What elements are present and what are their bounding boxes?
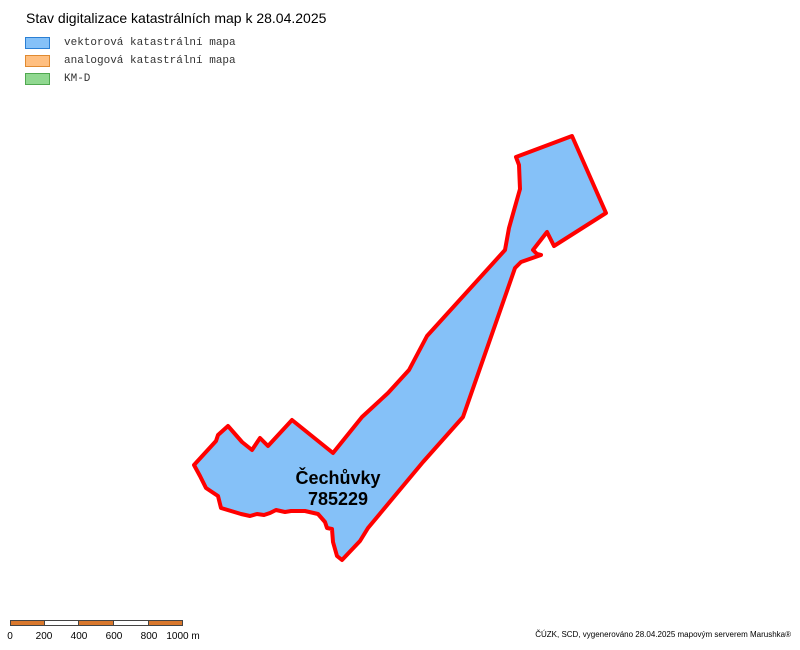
scale-label-200: 200 [35, 631, 53, 642]
scale-segment-4 [113, 620, 149, 626]
scale-segment-1 [10, 620, 45, 626]
map-title: Stav digitalizace katastrálních map k 28… [26, 10, 327, 26]
scale-label-1000: 1000 m [166, 631, 200, 642]
scale-segment-3 [78, 620, 114, 626]
legend-swatch-kmd [25, 73, 50, 85]
parcel-name-label: Čechůvky [295, 467, 380, 488]
scale-label-400: 400 [70, 631, 88, 642]
scale-segment-5 [148, 620, 183, 626]
legend-swatch-analog [25, 55, 50, 67]
scale-label-0: 0 [7, 631, 13, 642]
legend-swatch-vector [25, 37, 50, 49]
legend-label-kmd: KM-D [64, 73, 91, 85]
legend-label-vector: vektorová katastrální mapa [64, 37, 236, 49]
parcel-code-label: 785229 [308, 489, 368, 509]
scale-label-800: 800 [140, 631, 158, 642]
attribution-text: ČÚZK, SCD, vygenerováno 28.04.2025 mapov… [535, 630, 791, 639]
scale-label-600: 600 [105, 631, 123, 642]
scale-segment-2 [44, 620, 79, 626]
scale-bar [10, 620, 183, 626]
cadastral-area-polygon[interactable] [192, 134, 608, 562]
legend-label-analog: analogová katastrální mapa [64, 55, 236, 67]
